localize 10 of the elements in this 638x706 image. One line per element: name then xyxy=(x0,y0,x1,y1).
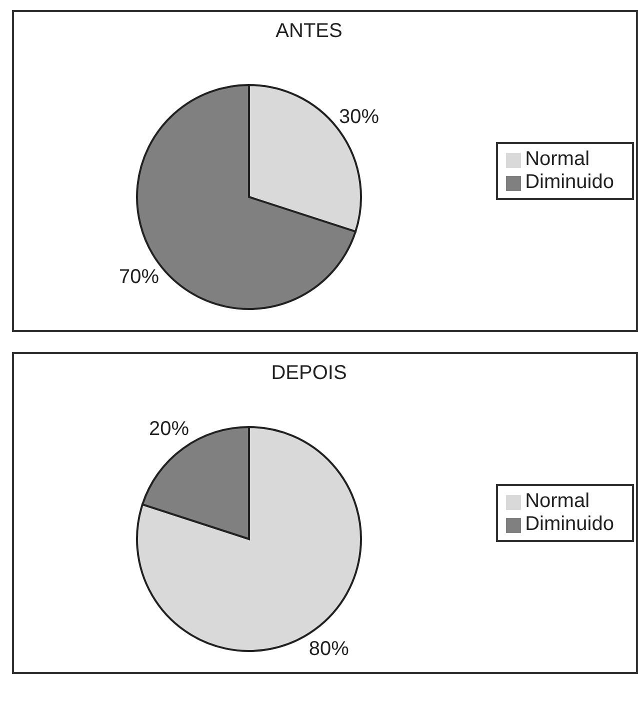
chart-title: DEPOIS xyxy=(270,362,348,385)
data-label: 30% xyxy=(339,106,380,128)
legend-label: Normal xyxy=(525,490,590,512)
data-label: 20% xyxy=(149,418,190,440)
legend-label: Diminuido xyxy=(525,513,614,535)
data-label: 80% xyxy=(308,638,350,660)
legend-label: Diminuido xyxy=(525,171,614,193)
chart-title: ANTES xyxy=(274,20,344,43)
legend-label: Normal xyxy=(525,148,590,170)
data-label: 70% xyxy=(118,266,160,288)
